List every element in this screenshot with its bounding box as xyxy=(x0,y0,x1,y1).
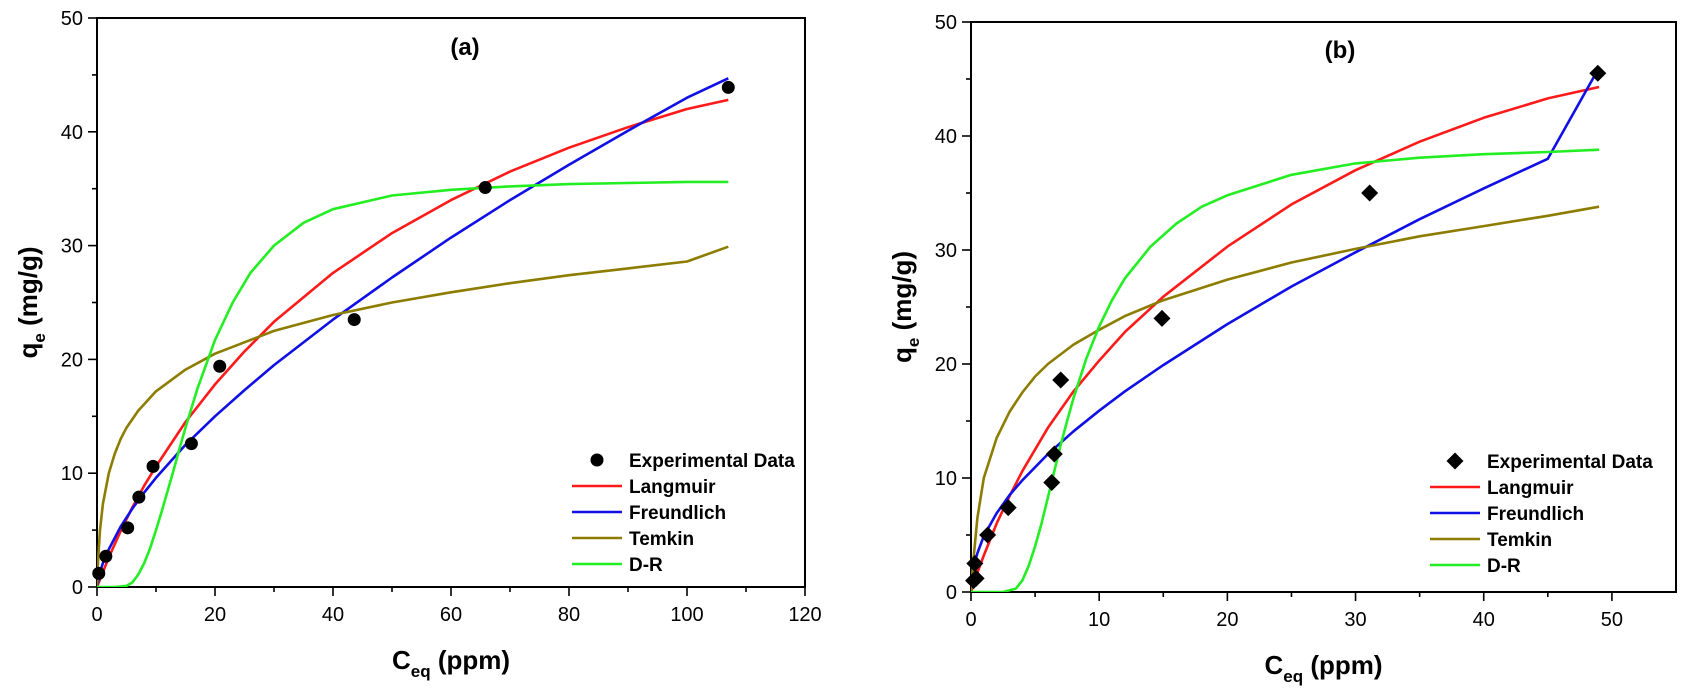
chart0-data-point xyxy=(99,549,113,563)
chart1-legend-label-temkin: Temkin xyxy=(1487,530,1552,551)
chart1-y-tick-label: 40 xyxy=(935,126,957,148)
chart0-series-freundlich-line xyxy=(97,77,729,587)
chart1-series-dr-line xyxy=(971,148,1600,592)
chart1-x-axis-title-main: C xyxy=(1264,650,1283,680)
chart0-data-point xyxy=(92,566,106,580)
chart0-x-axis-title-sub: eq xyxy=(411,662,431,681)
chart1-series-freundlich-line xyxy=(971,66,1601,592)
chart0-legend-label-experimental: Experimental Data xyxy=(629,451,795,472)
chart1-series-langmuir-line xyxy=(971,85,1600,592)
chart1-data-point xyxy=(967,569,985,587)
chart0-y-tick-label: 0 xyxy=(72,577,83,599)
chart0-y-tick-label: 40 xyxy=(61,122,83,144)
chart1-x-tick-label: 0 xyxy=(965,609,976,631)
chart0-series-langmuir-line xyxy=(97,98,729,587)
chart1-data-point xyxy=(999,499,1017,517)
chart0-series-temkin-line xyxy=(97,245,729,587)
chart1-x-axis-title-sub: eq xyxy=(1283,667,1303,686)
chart1-data-point xyxy=(1361,184,1379,202)
chart-panel-b: 0 10 20 30 40 50 0 10 20 30 40 50 (b) Ceq (ppm) qe (mg… xyxy=(887,12,1677,686)
chart0-y-axis-title: qe (mg/g) xyxy=(13,246,49,358)
chart1-legend-label-freundlich: Freundlich xyxy=(1487,504,1584,525)
chart0-x-tick-label: 60 xyxy=(440,604,462,626)
chart0-series-dr-line xyxy=(97,180,729,587)
chart1-y-tick-label: 30 xyxy=(935,240,957,262)
chart1-legend-label-dr: D-R xyxy=(1487,556,1521,577)
chart0-legend-marker-experimental xyxy=(590,453,604,467)
chart1-title: (b) xyxy=(1325,37,1356,64)
chart0-legend-label-temkin: Temkin xyxy=(629,529,694,550)
chart0-x-axis-title-main: C xyxy=(392,645,411,675)
chart1-y-axis-title-main: q xyxy=(887,347,917,363)
chart0-y-axis-title-rest: (mg/g) xyxy=(13,246,43,333)
chart1-y-tick-label: 0 xyxy=(946,582,957,604)
chart0-data-point xyxy=(121,521,135,535)
chart0-x-tick-label: 120 xyxy=(788,604,821,626)
chart0-data-point xyxy=(213,359,227,373)
chart1-y-axis-title-rest: (mg/g) xyxy=(887,251,917,338)
chart0-x-tick-label: 20 xyxy=(204,604,226,626)
chart0-y-tick-label: 50 xyxy=(61,8,83,30)
chart0-data-point xyxy=(478,181,492,195)
chart1-x-tick-label: 50 xyxy=(1601,609,1623,631)
chart1-series-temkin-line xyxy=(971,205,1600,592)
chart0-x-tick-label: 0 xyxy=(91,604,102,626)
chart0-data-point xyxy=(146,459,160,473)
chart0-y-axis-title-main: q xyxy=(13,343,43,359)
chart1-x-tick-label: 20 xyxy=(1216,609,1238,631)
chart0-y-axis-title-sub: e xyxy=(30,333,49,342)
chart0-y-tick-label: 30 xyxy=(61,236,83,258)
chart1-data-point xyxy=(1589,64,1607,82)
chart0-x-tick-label: 80 xyxy=(558,604,580,626)
chart0-data-point xyxy=(132,490,146,504)
chart1-data-point xyxy=(966,555,984,572)
chart0-x-axis-title-rest: (ppm) xyxy=(431,645,510,675)
chart0-data-point xyxy=(721,80,735,94)
chart0-plot-frame xyxy=(96,17,806,588)
chart1-x-tick-label: 10 xyxy=(1088,609,1110,631)
chart0-x-axis-title: Ceq (ppm) xyxy=(392,645,510,681)
chart1-x-axis-title: Ceq (ppm) xyxy=(1264,650,1382,686)
chart1-y-axis-title-sub: e xyxy=(904,338,923,347)
chart0-legend-label-freundlich: Freundlich xyxy=(629,503,726,524)
chart1-legend-marker-experimental xyxy=(1446,452,1464,470)
chart1-y-tick-label: 20 xyxy=(935,354,957,376)
chart0-legend-label-langmuir: Langmuir xyxy=(629,477,716,498)
chart0-data-point xyxy=(184,437,198,451)
chart0-y-tick-label: 20 xyxy=(61,349,83,371)
chart0-legend-label-dr: D-R xyxy=(629,555,663,576)
chart1-x-tick-label: 40 xyxy=(1473,609,1495,631)
chart1-data-point xyxy=(1153,309,1171,327)
chart1-y-tick-label: 10 xyxy=(935,468,957,490)
chart1-data-point xyxy=(979,526,997,544)
chart0-y-tick-label: 10 xyxy=(61,463,83,485)
chart1-y-axis-title: qe (mg/g) xyxy=(887,251,923,363)
chart0-x-tick-label: 100 xyxy=(670,604,703,626)
chart1-y-tick-label: 50 xyxy=(935,12,957,34)
chart1-legend-label-langmuir: Langmuir xyxy=(1487,478,1574,499)
chart1-x-tick-label: 30 xyxy=(1344,609,1366,631)
chart0-data-point xyxy=(347,313,361,327)
chart1-data-point xyxy=(1043,474,1061,492)
chart0-title: (a) xyxy=(450,34,479,61)
chart1-data-point xyxy=(1045,445,1063,463)
chart1-data-point xyxy=(1052,371,1070,389)
chart1-legend-label-experimental: Experimental Data xyxy=(1487,452,1653,473)
chart0-x-tick-label: 40 xyxy=(322,604,344,626)
chart1-x-axis-title-rest: (ppm) xyxy=(1303,650,1382,680)
